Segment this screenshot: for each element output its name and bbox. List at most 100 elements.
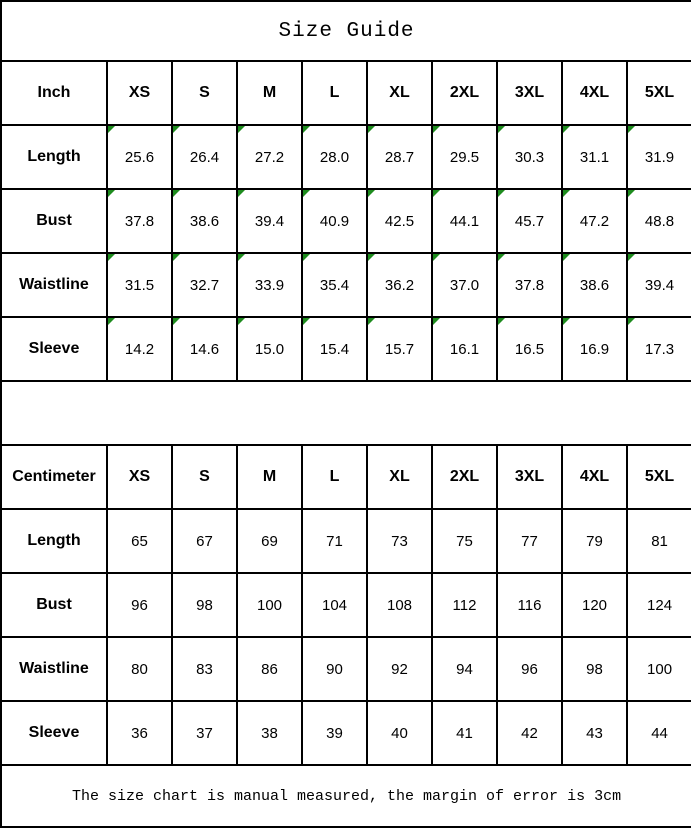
size-column-header: 5XL [625,444,691,510]
measurement-value: 29.5 [449,148,480,166]
measurement-value: 44.1 [449,212,480,230]
measurement-value: 31.9 [644,148,675,166]
measurement-value-cell: 15.4 [301,316,368,382]
flag-triangle-icon [629,191,635,197]
measurement-value-cell: 40.9 [301,188,368,254]
measurement-value: 75 [456,532,473,550]
measurement-value-cell: 37.8 [496,252,563,318]
measurement-value-cell: 35.4 [301,252,368,318]
measurement-label: Sleeve [0,700,108,766]
measurement-value: 65 [131,532,148,550]
flag-triangle-icon [564,127,570,133]
measurement-value: 31.5 [124,276,155,294]
measurement-value: 35.4 [319,276,350,294]
size-column-header: M [236,60,303,126]
size-column-header: 3XL [496,60,563,126]
flag-triangle-icon [499,255,505,261]
flag-triangle-icon [304,319,310,325]
measurement-value-cell: 65 [106,508,173,574]
flag-triangle-icon [629,127,635,133]
measurement-value: 83 [196,660,213,678]
measurement-value-cell: 37 [171,700,238,766]
measurement-row: Bust 96 98 100 104 108 112 116 120 124 [0,572,691,638]
measurement-value-cell: 26.4 [171,124,238,190]
measurement-value: 37.0 [449,276,480,294]
title-row: Size Guide [0,0,691,62]
measurement-value-cell: 75 [431,508,498,574]
measurement-value: 28.7 [384,148,415,166]
flag-triangle-icon [369,191,375,197]
flag-triangle-icon [434,127,440,133]
measurement-value-cell: 31.9 [625,124,691,190]
size-column-header: M [236,444,303,510]
measurement-value-cell: 47.2 [561,188,628,254]
measurement-value-cell: 67 [171,508,238,574]
measurement-value-cell: 38 [236,700,303,766]
spacer-cell [0,380,691,446]
measurement-value-cell: 15.0 [236,316,303,382]
size-column-header: 5XL [625,60,691,126]
measurement-value: 90 [326,660,343,678]
measurement-value-cell: 15.7 [366,316,433,382]
measurement-value: 39.4 [644,276,675,294]
measurement-value: 48.8 [644,212,675,230]
unit-label-inch: Inch [0,60,108,126]
measurement-value: 43 [586,724,603,742]
measurement-value-cell: 42.5 [366,188,433,254]
flag-triangle-icon [304,191,310,197]
measurement-value: 80 [131,660,148,678]
measurement-value-cell: 39.4 [236,188,303,254]
measurement-value: 116 [517,596,542,614]
size-column-header: 4XL [561,444,628,510]
measurement-value: 16.1 [449,340,480,358]
flag-triangle-icon [109,191,115,197]
measurement-value-cell: 86 [236,636,303,702]
measurement-value-cell: 25.6 [106,124,173,190]
size-column-header: S [171,444,238,510]
measurement-value-cell: 108 [366,572,433,638]
measurement-value: 37.8 [124,212,155,230]
measurement-value: 14.2 [124,340,155,358]
measurement-value-cell: 37.0 [431,252,498,318]
measurement-value: 39 [326,724,343,742]
measurement-value-cell: 42 [496,700,563,766]
measurement-row: Bust 37.8 38.6 39.4 40.9 42.5 44.1 45.7 47.2 48.8 [0,188,691,254]
measurement-value: 112 [452,596,477,614]
measurement-label: Length [0,508,108,574]
measurement-value: 30.3 [514,148,545,166]
measurement-value: 40.9 [319,212,350,230]
measurement-value: 108 [386,596,413,614]
measurement-value-cell: 124 [625,572,691,638]
measurement-value-cell: 104 [301,572,368,638]
measurement-value: 16.9 [579,340,610,358]
measurement-value: 15.4 [319,340,350,358]
measurement-value: 39.4 [254,212,285,230]
flag-triangle-icon [304,255,310,261]
measurement-value: 41 [456,724,473,742]
measurement-value: 36.2 [384,276,415,294]
measurement-value-cell: 73 [366,508,433,574]
measurement-value: 31.1 [579,148,610,166]
size-header-row-centimeter: Centimeter XS S M L XL 2XL 3XL 4XL 5XL [0,444,691,510]
flag-triangle-icon [174,191,180,197]
measurement-value: 71 [326,532,343,550]
measurement-value: 98 [196,596,213,614]
measurement-value-cell: 31.5 [106,252,173,318]
measurement-value: 98 [586,660,603,678]
measurement-value-cell: 96 [106,572,173,638]
measurement-value-cell: 83 [171,636,238,702]
measurement-value-cell: 28.7 [366,124,433,190]
measurement-label: Bust [0,572,108,638]
flag-triangle-icon [369,127,375,133]
measurement-value: 81 [651,532,668,550]
measurement-label: Bust [0,188,108,254]
measurement-value-cell: 48.8 [625,188,691,254]
size-column-header: S [171,60,238,126]
measurement-value-cell: 41 [431,700,498,766]
size-column-header: XL [366,444,433,510]
measurement-value: 69 [261,532,278,550]
size-column-header: 2XL [431,60,498,126]
size-column-header: L [301,60,368,126]
measurement-value: 37 [196,724,213,742]
